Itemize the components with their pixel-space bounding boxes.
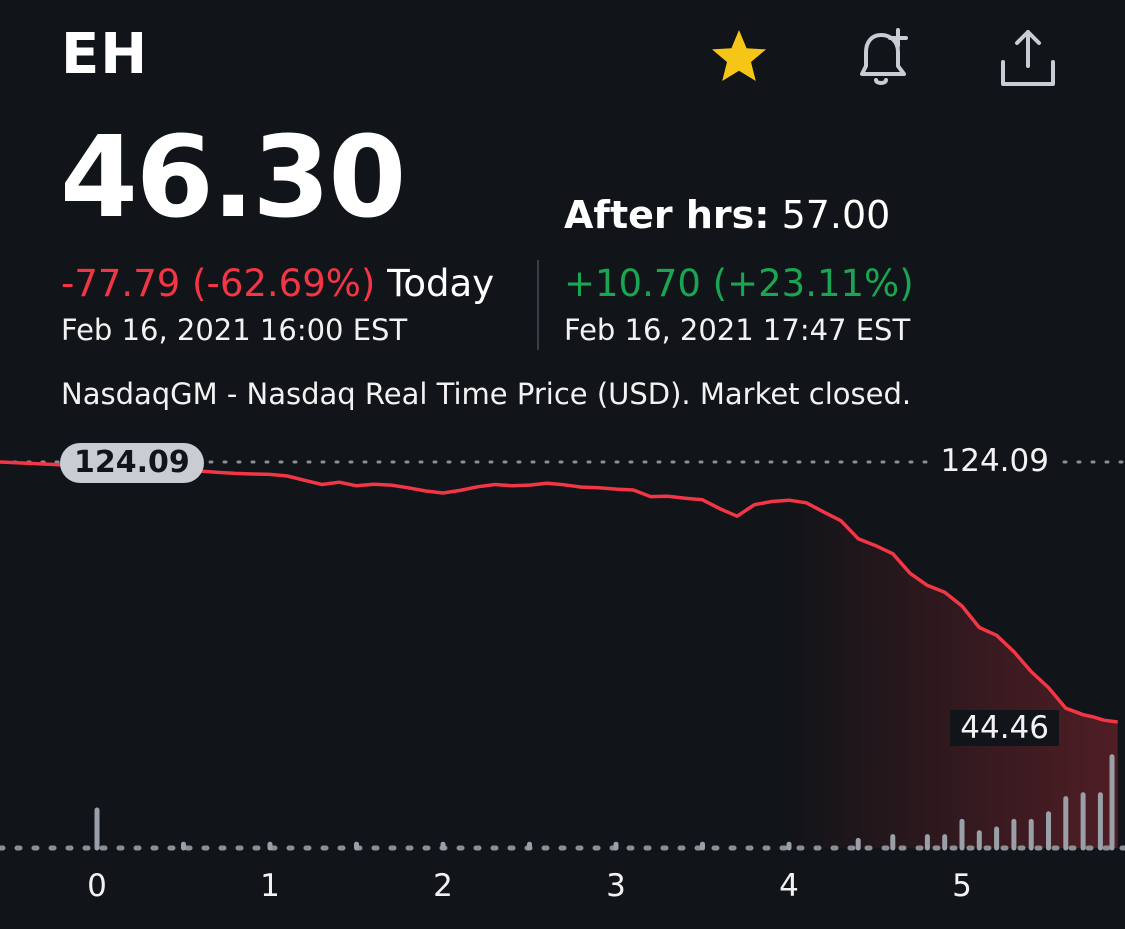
price-chart[interactable] <box>0 430 1125 929</box>
x-axis-tick: 5 <box>952 868 972 904</box>
x-axis-tick: 2 <box>433 868 453 904</box>
bell-plus-icon[interactable] <box>848 22 918 92</box>
x-axis-tick: 0 <box>87 868 107 904</box>
star-icon[interactable] <box>704 22 774 92</box>
chart-low-label: 44.46 <box>950 710 1059 746</box>
daily-change-label: Today <box>387 262 495 305</box>
close-timestamp: Feb 16, 2021 16:00 EST <box>61 313 408 347</box>
x-axis-tick: 3 <box>606 868 626 904</box>
after-hours-quote: After hrs: 57.00 <box>564 193 890 239</box>
market-status-note: NasdaqGM - Nasdaq Real Time Price (USD).… <box>61 377 912 411</box>
after-hours-price: 57.00 <box>781 193 891 237</box>
price-area-fill <box>0 462 1118 848</box>
daily-change-value: -77.79 (-62.69%) <box>61 262 376 305</box>
x-axis-tick: 4 <box>779 868 799 904</box>
quote-divider <box>537 260 539 350</box>
previous-close-badge: 124.09 <box>60 443 204 483</box>
ticker-symbol: EH <box>61 22 149 87</box>
price-line <box>0 460 1118 724</box>
daily-change: -77.79 (-62.69%) Today <box>61 262 494 306</box>
current-price: 46.30 <box>60 113 406 243</box>
after-hours-label: After hrs: <box>564 193 770 237</box>
after-hours-change: +10.70 (+23.11%) <box>564 262 914 305</box>
chart-high-label: 124.09 <box>930 443 1059 479</box>
after-hours-timestamp: Feb 16, 2021 17:47 EST <box>564 313 911 347</box>
x-axis-tick: 1 <box>260 868 280 904</box>
share-icon[interactable] <box>993 22 1063 92</box>
